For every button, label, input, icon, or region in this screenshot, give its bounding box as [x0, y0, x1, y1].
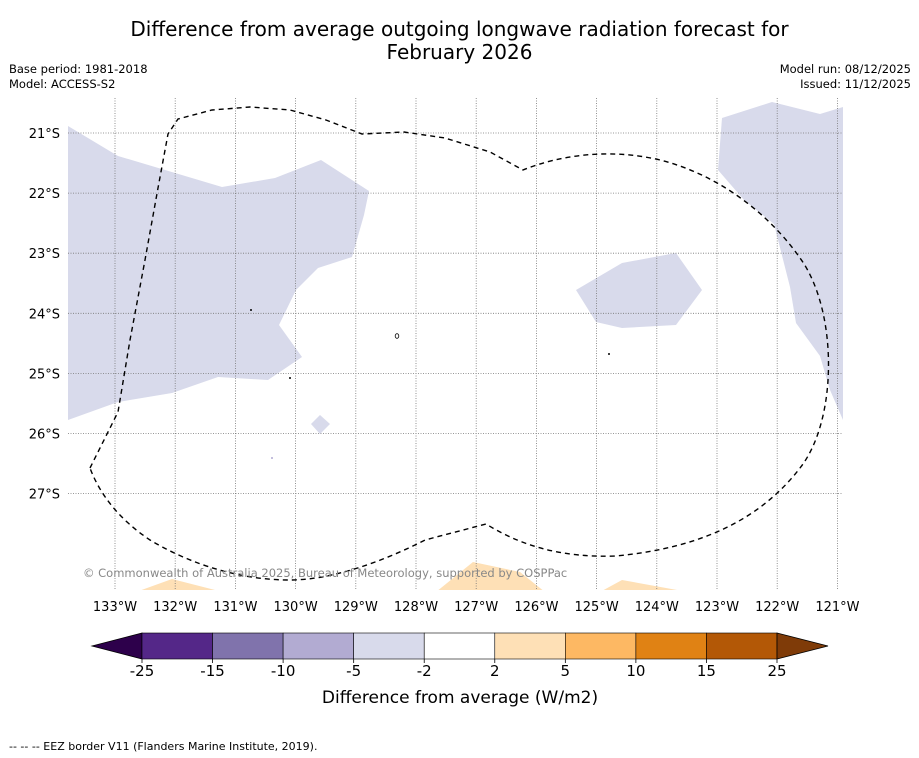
colorbar-tick-label: -10: [271, 662, 296, 680]
gridlines: [68, 98, 843, 590]
colorbar-tick-label: -25: [130, 662, 155, 680]
anomaly-region-west: [68, 126, 369, 420]
colorbar-tick-label: 2: [490, 662, 500, 680]
colorbar-segment: [353, 632, 425, 660]
lon-tick-label: 129°W: [334, 600, 378, 615]
title-line-1: Difference from average outgoing longwav…: [130, 17, 789, 41]
colorbar-extend-low: [90, 632, 143, 660]
anomaly-region-orange-2: [438, 562, 543, 590]
eez-footer-note: -- -- -- EEZ border V11 (Flanders Marine…: [9, 740, 318, 753]
colorbar-extend-high: [776, 632, 829, 660]
map-area: [68, 98, 843, 590]
longitude-labels: 133°W 132°W 131°W 130°W 129°W 128°W 127°W 126°W…: [93, 600, 860, 615]
base-period: Base period: 1981-2018: [9, 62, 148, 76]
meta-right: Model run: 08/12/2025 Issued: 11/12/2025: [780, 62, 911, 92]
eez-border: [89, 106, 830, 581]
colorbar-segment: [635, 632, 707, 660]
lat-tick-label: 21°S: [29, 127, 60, 142]
colorbar-tick-label: 5: [561, 662, 571, 680]
anomaly-region-orange-3: [603, 580, 677, 590]
lon-tick-label: 128°W: [394, 600, 438, 615]
model-name: Model: ACCESS-S2: [9, 77, 116, 91]
lon-tick-label: 121°W: [815, 600, 859, 615]
colorbar-tick-label: 25: [767, 662, 786, 680]
model-run: Model run: 08/12/2025: [779, 62, 911, 76]
colorbar-tick-label: -15: [200, 662, 225, 680]
meta-left: Base period: 1981-2018 Model: ACCESS-S2: [9, 62, 148, 92]
anomaly-region-center: [576, 253, 702, 328]
colorbar-tick-label: -2: [417, 662, 432, 680]
lon-tick-label: 132°W: [153, 600, 197, 615]
colorbar-label: Difference from average (W/m2): [322, 688, 598, 708]
anomaly-region-east: [718, 102, 843, 420]
colorbar-segment: [706, 632, 778, 660]
latitude-labels: 21°S 22°S 23°S 24°S 25°S 26°S 27°S: [29, 127, 60, 503]
lon-tick-label: 122°W: [755, 600, 799, 615]
colorbar-segment: [212, 632, 284, 660]
lat-tick-label: 25°S: [29, 367, 60, 382]
anomaly-region-small: [311, 415, 330, 434]
colorbar-tick-label: -5: [346, 662, 361, 680]
chart-title: Difference from average outgoing longwav…: [0, 18, 919, 64]
title-line-2: February 2026: [386, 40, 533, 64]
lon-tick-label: 131°W: [213, 600, 257, 615]
lon-tick-label: 127°W: [454, 600, 498, 615]
colorbar-segment: [565, 632, 637, 660]
lat-tick-label: 27°S: [29, 488, 60, 503]
copyright-notice: © Commonwealth of Australia 2025, Bureau…: [83, 566, 567, 580]
lon-tick-label: 133°W: [93, 600, 137, 615]
lat-tick-label: 23°S: [29, 247, 60, 262]
lon-tick-label: 126°W: [514, 600, 558, 615]
anomaly-region-orange-1: [141, 579, 280, 590]
lon-tick-label: 123°W: [695, 600, 739, 615]
lat-tick-label: 22°S: [29, 187, 60, 202]
colorbar: -25 -15 -10 -5 -2 2 5 10 15 25: [90, 632, 829, 680]
colorbar-segment: [423, 632, 496, 660]
issued-date: Issued: 11/12/2025: [800, 77, 911, 91]
lat-tick-label: 26°S: [29, 428, 60, 443]
colorbar-segment: [494, 632, 566, 660]
colorbar-tick-label: 10: [626, 662, 645, 680]
lat-tick-label: 24°S: [29, 307, 60, 322]
colorbar-segment: [141, 632, 213, 660]
lon-tick-label: 130°W: [274, 600, 318, 615]
lon-tick-label: 124°W: [635, 600, 679, 615]
colorbar-tick-label: 15: [697, 662, 716, 680]
lon-tick-label: 125°W: [575, 600, 619, 615]
colorbar-segment: [282, 632, 354, 660]
